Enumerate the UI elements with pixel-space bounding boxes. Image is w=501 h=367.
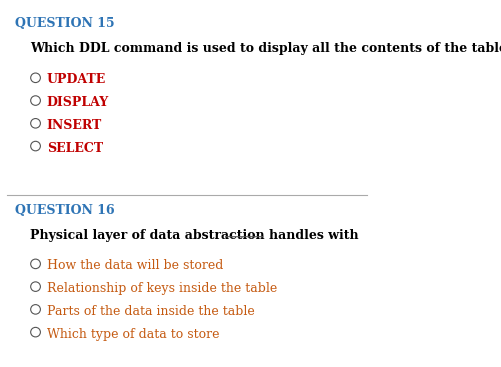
Text: How the data will be stored: How the data will be stored [47, 259, 223, 272]
Text: Physical layer of data abstraction handles with: Physical layer of data abstraction handl… [30, 229, 363, 242]
Text: QUESTION 15: QUESTION 15 [15, 17, 115, 29]
Text: Relationship of keys inside the table: Relationship of keys inside the table [47, 282, 277, 295]
Text: INSERT: INSERT [47, 119, 102, 132]
Text: UPDATE: UPDATE [47, 73, 106, 86]
Text: SELECT: SELECT [47, 142, 103, 155]
Text: Which DDL command is used to display all the contents of the table?: Which DDL command is used to display all… [30, 42, 501, 55]
Text: QUESTION 16: QUESTION 16 [15, 204, 115, 217]
Text: Parts of the data inside the table: Parts of the data inside the table [47, 305, 255, 318]
Text: DISPLAY: DISPLAY [47, 96, 109, 109]
Text: Which type of data to store: Which type of data to store [47, 328, 219, 341]
